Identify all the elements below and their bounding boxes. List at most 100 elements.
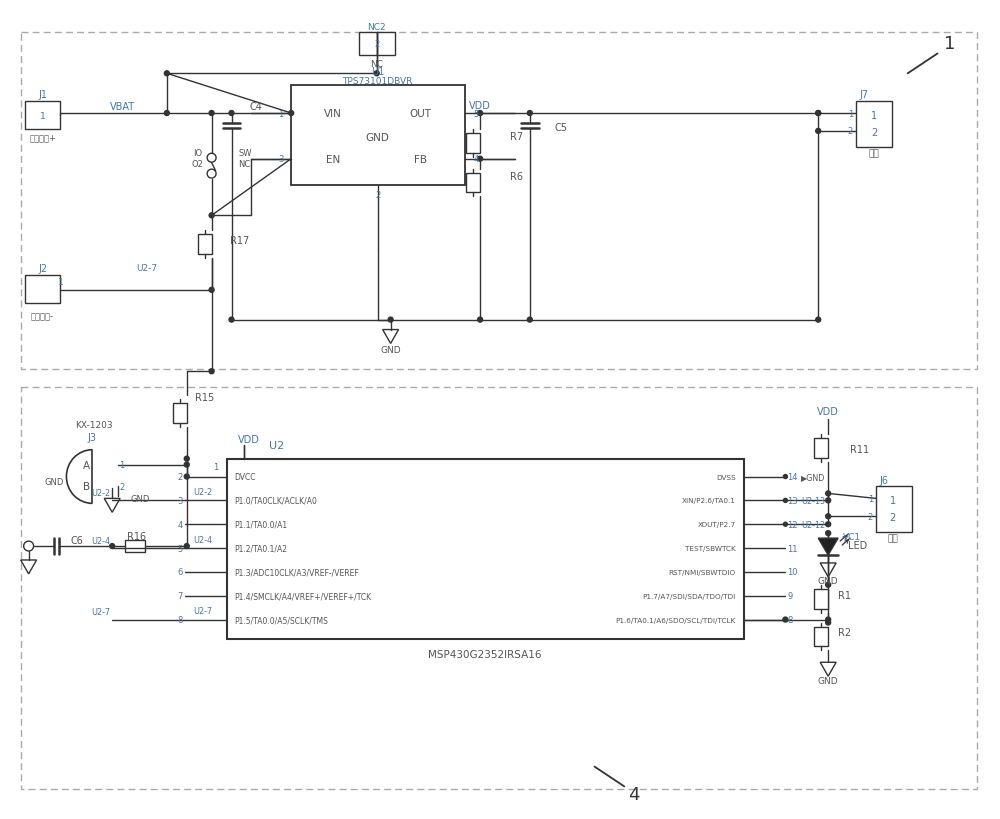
Text: R7: R7 [510, 132, 523, 142]
Text: C5: C5 [555, 123, 568, 133]
Text: 1: 1 [871, 111, 877, 121]
Circle shape [478, 157, 483, 162]
Circle shape [816, 111, 821, 116]
Text: U1: U1 [371, 67, 384, 77]
Text: 8: 8 [177, 615, 183, 624]
Text: U2-12: U2-12 [801, 520, 825, 529]
Text: 10: 10 [787, 568, 798, 577]
Circle shape [527, 111, 532, 116]
Circle shape [229, 318, 234, 323]
Circle shape [826, 531, 831, 536]
Circle shape [110, 544, 115, 549]
Text: SW: SW [238, 149, 252, 158]
Circle shape [783, 523, 787, 527]
Circle shape [478, 318, 483, 323]
Text: P1.5/TA0.0/A5/SCLK/TMS: P1.5/TA0.0/A5/SCLK/TMS [234, 615, 328, 624]
Text: GND: GND [366, 133, 390, 143]
Text: 1: 1 [278, 110, 283, 119]
Circle shape [184, 544, 189, 549]
Circle shape [816, 129, 821, 134]
Text: 1: 1 [213, 463, 219, 472]
Text: J2: J2 [38, 264, 47, 274]
Bar [466, 133, 480, 153]
Text: U2-2: U2-2 [193, 487, 212, 496]
Circle shape [209, 111, 214, 116]
Text: LED: LED [848, 541, 867, 550]
Circle shape [164, 111, 169, 116]
Bar [856, 102, 892, 147]
Circle shape [478, 111, 483, 116]
Text: O2: O2 [192, 160, 204, 169]
Text: 1: 1 [848, 110, 853, 119]
Text: 1: 1 [40, 111, 45, 120]
Circle shape [184, 463, 189, 468]
Text: DVCC: DVCC [234, 473, 256, 482]
Circle shape [816, 318, 821, 323]
Text: P1.4/SMCLK/A4/VREF+/VEREF+/TCK: P1.4/SMCLK/A4/VREF+/VEREF+/TCK [234, 591, 372, 600]
Text: C4: C4 [249, 102, 262, 112]
Text: P1.6/TA0.1/A6/SDO/SCL/TDI/TCLK: P1.6/TA0.1/A6/SDO/SCL/TDI/TCLK [615, 617, 736, 622]
Text: 9: 9 [787, 591, 793, 600]
Text: NC2: NC2 [367, 23, 386, 32]
Text: U2-2: U2-2 [91, 488, 110, 497]
Text: B: B [83, 482, 90, 492]
Text: 2: 2 [375, 191, 380, 200]
Text: R2: R2 [838, 627, 851, 638]
Bar [198, 235, 212, 255]
Text: J1: J1 [38, 90, 47, 100]
Text: GND: GND [818, 577, 838, 586]
Text: ▶GND: ▶GND [801, 473, 826, 482]
Text: TPS73101DBVR: TPS73101DBVR [342, 77, 413, 86]
Text: XIN/P2.6/TA0.1: XIN/P2.6/TA0.1 [682, 498, 736, 504]
Text: U2-7: U2-7 [91, 608, 110, 617]
Text: 1: 1 [119, 460, 125, 469]
Text: P1.3/ADC10CLK/A3/VREF-/VEREF: P1.3/ADC10CLK/A3/VREF-/VEREF [234, 568, 359, 577]
Text: R6: R6 [510, 171, 523, 181]
Circle shape [184, 474, 189, 479]
Text: 5: 5 [178, 544, 183, 553]
Text: 1: 1 [890, 495, 896, 506]
Circle shape [388, 318, 393, 323]
Bar [359, 33, 395, 57]
Text: FB: FB [414, 155, 427, 165]
Text: 4: 4 [629, 785, 640, 803]
Text: J6: J6 [879, 475, 888, 485]
Text: 12: 12 [787, 520, 798, 529]
Text: GND: GND [818, 676, 838, 685]
Text: DVSS: DVSS [716, 474, 736, 480]
Text: VDD: VDD [237, 434, 259, 444]
Text: TEST/SBWTCK: TEST/SBWTCK [685, 545, 736, 551]
Circle shape [826, 514, 831, 519]
Text: A: A [83, 460, 90, 470]
Text: P1.7/A7/SDI/SDA/TDO/TDI: P1.7/A7/SDI/SDA/TDO/TDI [642, 593, 736, 599]
Circle shape [826, 491, 831, 496]
Circle shape [164, 72, 169, 77]
Polygon shape [818, 538, 838, 555]
Text: R11: R11 [850, 444, 869, 455]
Text: 2: 2 [178, 473, 183, 482]
Text: U2: U2 [269, 441, 284, 450]
Circle shape [527, 318, 532, 323]
Text: 1: 1 [868, 495, 873, 504]
Text: R15: R15 [195, 392, 214, 403]
Circle shape [209, 369, 214, 374]
Circle shape [783, 618, 788, 622]
Bar [291, 86, 465, 185]
Circle shape [184, 457, 189, 462]
Bar [173, 404, 187, 423]
Text: 第点: 第点 [887, 534, 898, 543]
Text: R16: R16 [127, 532, 147, 541]
Text: P1.1/TA0.0/A1: P1.1/TA0.0/A1 [234, 520, 288, 529]
Text: 电池垫片-: 电池垫片- [31, 312, 54, 321]
Text: 5: 5 [473, 110, 478, 119]
Text: OUT: OUT [409, 109, 431, 119]
Circle shape [209, 288, 214, 293]
Text: 2: 2 [871, 128, 877, 138]
Text: J7: J7 [859, 90, 869, 100]
Bar [25, 102, 60, 129]
Text: U2-13: U2-13 [801, 496, 825, 505]
Text: 第点: 第点 [869, 149, 879, 158]
Text: 2: 2 [848, 127, 853, 136]
Text: 2: 2 [890, 513, 896, 523]
Text: U2-7: U2-7 [193, 606, 212, 615]
